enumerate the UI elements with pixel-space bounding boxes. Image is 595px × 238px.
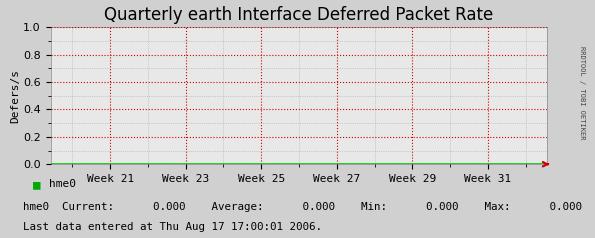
Text: hme0  Current:      0.000    Average:      0.000    Min:      0.000    Max:     : hme0 Current: 0.000 Average: 0.000 Min: … [23,202,581,212]
Text: hme0: hme0 [49,179,76,189]
Y-axis label: Defers/s: Defers/s [10,69,20,123]
Text: ■: ■ [33,178,40,191]
Text: Last data entered at Thu Aug 17 17:00:01 2006.: Last data entered at Thu Aug 17 17:00:01… [23,222,322,232]
Text: RRDTOOL / TOBI OETIKER: RRDTOOL / TOBI OETIKER [579,46,585,139]
Title: Quarterly earth Interface Deferred Packet Rate: Quarterly earth Interface Deferred Packe… [104,6,494,25]
